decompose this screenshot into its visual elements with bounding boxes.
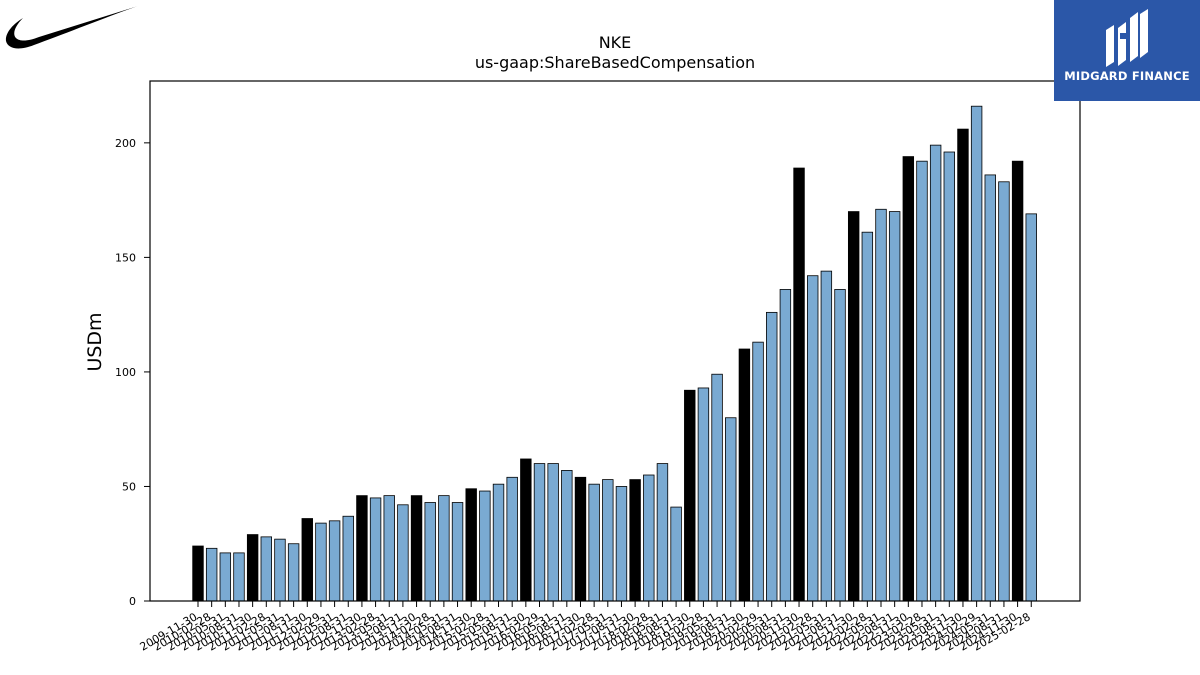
bar-2018-08-31 xyxy=(670,506,682,602)
plot-frame xyxy=(149,80,1081,602)
bar-2015-08-31 xyxy=(506,476,518,602)
bar-2023-11-30 xyxy=(957,128,969,602)
bar-2017-08-31 xyxy=(615,486,628,602)
bar-2022-02-28 xyxy=(861,231,874,602)
bar-2010-11-30 xyxy=(246,534,259,602)
bar-2020-02-29 xyxy=(752,341,764,602)
bar-2023-02-28 xyxy=(916,160,928,602)
bar-2010-02-28 xyxy=(205,547,218,602)
bar-2011-11-30 xyxy=(301,518,313,602)
bar-2021-05-31 xyxy=(820,270,833,602)
y-axis-label: USDm xyxy=(84,312,106,372)
chart-title: NKE xyxy=(598,33,632,52)
y-tick-label: 0 xyxy=(129,595,136,608)
bar-2018-02-28 xyxy=(643,474,655,602)
bar-2016-05-31 xyxy=(547,463,559,602)
axes-layer xyxy=(149,80,1081,602)
bar-2011-08-31 xyxy=(287,543,300,602)
bar-2018-11-30 xyxy=(684,389,696,602)
bar-2016-11-30 xyxy=(574,476,587,602)
bar-2012-08-31 xyxy=(342,515,354,602)
bar-2010-08-31 xyxy=(233,552,245,602)
bar-2022-05-31 xyxy=(875,208,887,602)
bar-2013-02-28 xyxy=(369,497,382,602)
bar-2023-08-31 xyxy=(943,151,956,602)
bar-2015-05-31 xyxy=(492,483,505,602)
bar-2019-02-28 xyxy=(697,387,710,602)
bar-2024-02-29 xyxy=(970,105,983,602)
bar-2011-05-31 xyxy=(274,538,286,602)
bar-2016-02-29 xyxy=(533,463,546,602)
y-ticks-layer: 0 50 100 150 200 xyxy=(115,137,150,608)
bar-2010-05-31 xyxy=(219,552,232,602)
bar-2022-11-30 xyxy=(902,156,915,602)
bar-2020-08-31 xyxy=(779,289,792,602)
bar-2017-11-30 xyxy=(629,479,641,602)
bar-2014-02-28 xyxy=(424,502,436,602)
bar-2023-05-31 xyxy=(929,144,942,602)
y-tick-label: 100 xyxy=(115,366,136,379)
bar-2014-05-31 xyxy=(438,495,450,602)
bar-2021-11-30 xyxy=(847,211,860,602)
bar-2021-02-28 xyxy=(807,275,819,602)
x-ticks-layer: 2009-11-302010-02-282010-05-312010-08-31… xyxy=(138,601,1033,654)
bar-2021-08-31 xyxy=(834,289,846,602)
bar-2017-05-31 xyxy=(602,479,614,602)
y-tick-label: 200 xyxy=(115,137,136,150)
publisher-name: MIDGARD FINANCE xyxy=(1064,69,1190,83)
bar-2013-05-31 xyxy=(383,495,395,602)
bar-2019-08-31 xyxy=(725,417,737,602)
bar-2012-11-30 xyxy=(356,495,368,602)
bars-layer xyxy=(192,105,1037,602)
bar-2013-08-31 xyxy=(397,504,409,602)
y-tick-label: 150 xyxy=(115,251,136,264)
bar-2025-02-28 xyxy=(1025,213,1037,602)
bar-2017-02-28 xyxy=(588,483,600,602)
bar-2019-11-30 xyxy=(738,348,751,602)
y-tick-label: 50 xyxy=(122,480,136,493)
bar-2009-11-30 xyxy=(192,545,204,602)
bar-2015-11-30 xyxy=(520,458,532,602)
bar-2024-11-30 xyxy=(1011,160,1024,602)
midgard-finance-logo: MIDGARD FINANCE xyxy=(1054,0,1200,101)
bar-2018-05-31 xyxy=(656,463,669,602)
bar-2020-11-30 xyxy=(793,167,805,602)
bar-2020-05-31 xyxy=(766,311,778,602)
bar-2022-08-31 xyxy=(888,211,901,602)
bar-2024-05-31 xyxy=(984,174,996,602)
bar-2016-08-31 xyxy=(561,470,573,602)
nike-swoosh-icon xyxy=(4,4,142,54)
midgard-mark-icon xyxy=(1106,9,1148,67)
bar-2011-02-28 xyxy=(260,536,273,602)
bar-2012-02-29 xyxy=(315,522,327,602)
bar-2012-05-31 xyxy=(328,520,341,602)
bar-2015-02-28 xyxy=(479,490,491,602)
bar-2019-05-31 xyxy=(711,373,723,602)
bar-2024-08-31 xyxy=(998,181,1010,602)
bar-2013-11-30 xyxy=(410,495,423,602)
chart-subtitle: us-gaap:ShareBasedCompensation xyxy=(474,53,756,72)
bar-2014-11-30 xyxy=(465,488,477,602)
bar-2014-08-31 xyxy=(451,502,464,602)
